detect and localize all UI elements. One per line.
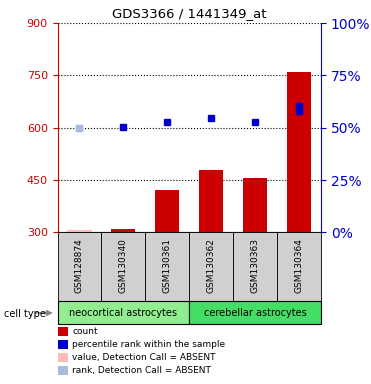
Bar: [111, 229, 135, 232]
Bar: [243, 178, 267, 232]
Bar: [287, 72, 311, 232]
Text: value, Detection Call = ABSENT: value, Detection Call = ABSENT: [72, 353, 216, 362]
Bar: [189, 232, 233, 301]
Text: count: count: [72, 327, 98, 336]
Text: GSM128874: GSM128874: [75, 238, 84, 293]
Bar: [68, 230, 92, 232]
Bar: [145, 232, 189, 301]
Bar: [58, 232, 101, 301]
Text: rank, Detection Call = ABSENT: rank, Detection Call = ABSENT: [72, 366, 211, 375]
Bar: [155, 190, 179, 232]
Text: cerebellar astrocytes: cerebellar astrocytes: [204, 308, 306, 318]
Bar: [58, 301, 189, 324]
Bar: [101, 232, 145, 301]
Title: GDS3366 / 1441349_at: GDS3366 / 1441349_at: [112, 7, 266, 20]
Bar: [277, 232, 321, 301]
Text: percentile rank within the sample: percentile rank within the sample: [72, 340, 226, 349]
Bar: [233, 232, 277, 301]
Bar: [189, 301, 321, 324]
Text: GSM130363: GSM130363: [250, 238, 260, 293]
Text: GSM130364: GSM130364: [295, 238, 303, 293]
Text: GSM130362: GSM130362: [207, 238, 216, 293]
Text: neocortical astrocytes: neocortical astrocytes: [69, 308, 177, 318]
Text: GSM130361: GSM130361: [163, 238, 172, 293]
Bar: [199, 170, 223, 232]
Text: GSM130340: GSM130340: [119, 238, 128, 293]
Text: cell type: cell type: [4, 309, 46, 319]
